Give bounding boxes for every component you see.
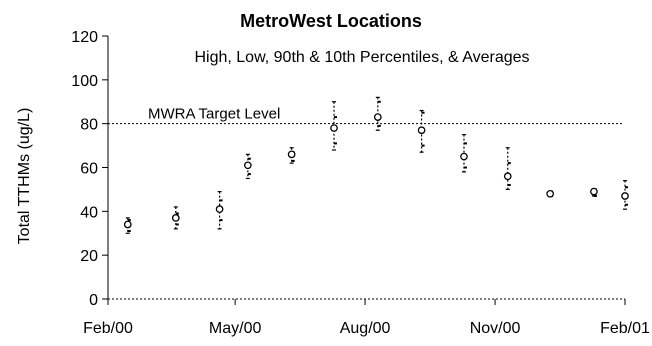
average-point <box>546 189 554 198</box>
average-point <box>215 205 224 213</box>
average-point <box>171 214 180 222</box>
chart-title: MetroWest Locations <box>240 11 422 31</box>
average-point <box>373 113 382 121</box>
average-point <box>287 150 296 159</box>
y-tick-label: 120 <box>71 29 98 46</box>
average-point <box>590 187 598 196</box>
axes: 0 20 40 60 80 100 120 Feb/00 May/00 Aug/00 Nov/00 F… <box>71 29 650 337</box>
x-tick-label: May/00 <box>209 320 262 337</box>
chart-subtitle: High, Low, 90th & 10th Percentiles, & Av… <box>194 49 529 66</box>
x-tick-label: Feb/00 <box>83 320 133 337</box>
reference-line-label: MWRA Target Level <box>148 106 280 123</box>
average-point <box>503 172 512 181</box>
x-tick-label: Nov/00 <box>470 320 521 337</box>
y-tick-label: 80 <box>80 117 98 134</box>
y-tick-label: 60 <box>80 161 98 178</box>
average-point <box>417 126 426 135</box>
average-point <box>243 161 252 170</box>
x-tick-label: Feb/01 <box>600 320 650 337</box>
average-point <box>460 152 468 161</box>
x-tick-label: Aug/00 <box>340 320 391 337</box>
y-tick-label: 20 <box>80 248 98 265</box>
y-axis-label: Total TTHMs (ug/L) <box>16 108 33 245</box>
average-point <box>123 220 132 229</box>
average-point <box>330 124 338 132</box>
y-tick-label: 40 <box>80 204 98 221</box>
reference-line-group: MWRA Target Level <box>108 106 624 125</box>
data-layer <box>123 96 629 234</box>
y-tick-label: 100 <box>71 73 98 90</box>
average-point <box>621 192 629 200</box>
y-tick-label: 0 <box>89 292 98 309</box>
